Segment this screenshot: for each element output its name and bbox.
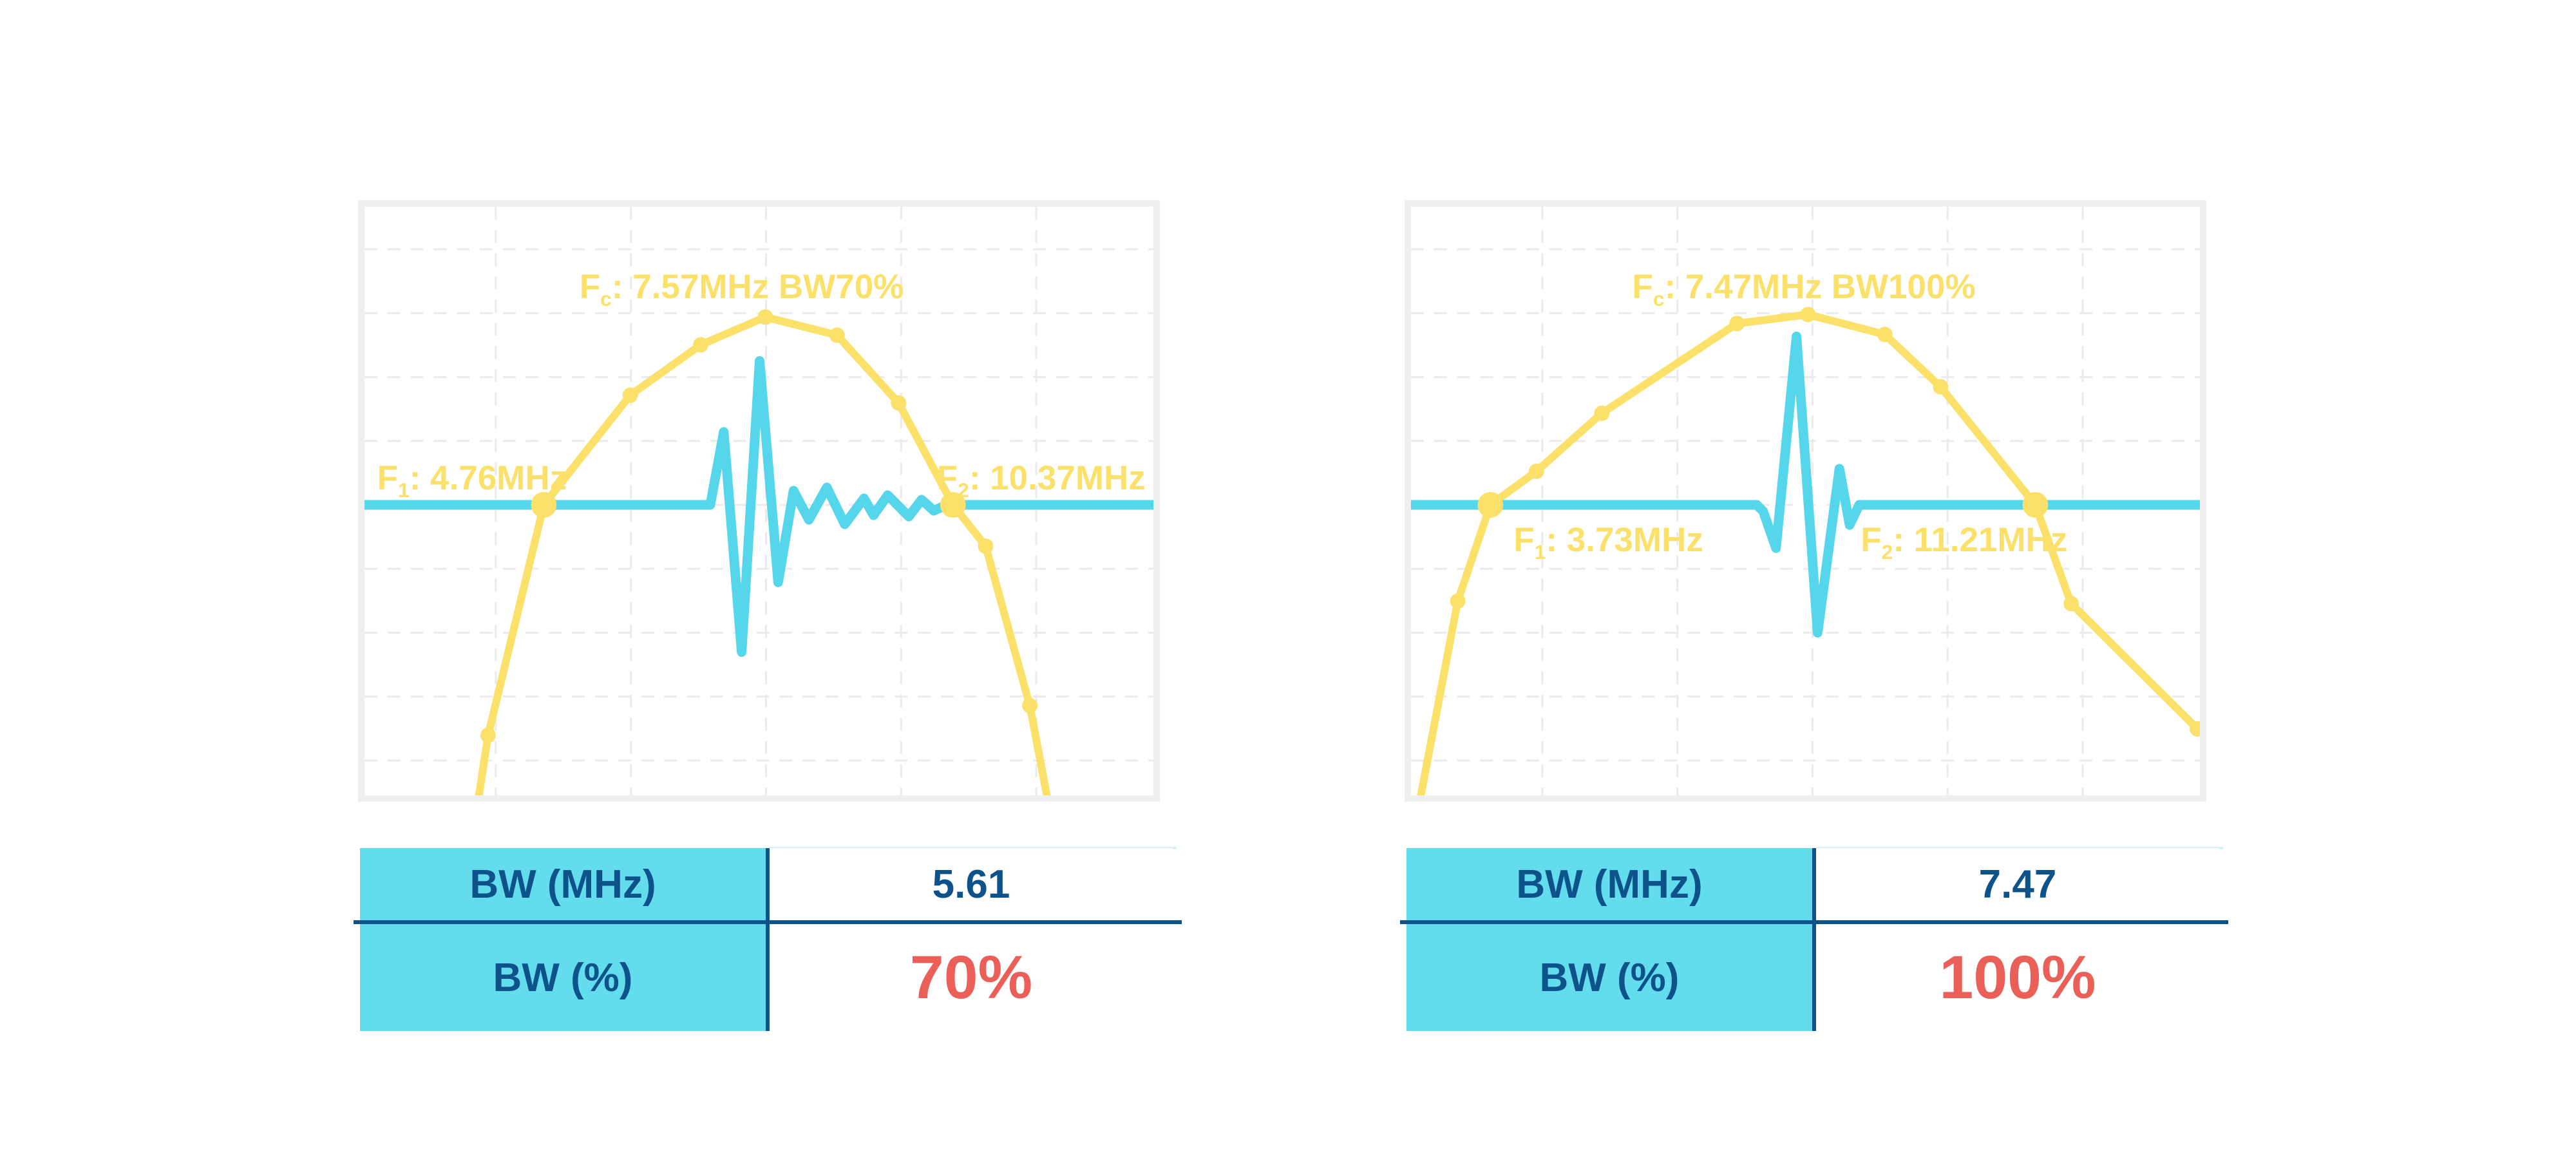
- envelope-point-marker: [829, 327, 845, 343]
- envelope-point-marker: [1800, 307, 1816, 323]
- envelope-point-marker: [1528, 463, 1544, 479]
- spectrum-chart-bw100: Fc: 7.47MHz BW100% F1: 3.73MHz F2: 11.21…: [1405, 200, 2206, 802]
- spectrum-chart-bw70: Fc: 7.57MHz BW70% F1: 4.76MHz F2: 10.37M…: [358, 200, 1160, 802]
- envelope-point-marker: [2022, 491, 2049, 518]
- f2-label-sub: 2: [1881, 540, 1893, 564]
- envelope-point-marker: [1477, 491, 1504, 518]
- fc-label-value: : 7.57MHz BW70%: [611, 267, 904, 306]
- table-vertical-divider: [766, 848, 770, 1031]
- f2-label-value: : 11.21MHz: [1893, 520, 2068, 559]
- envelope-point-marker: [531, 491, 557, 518]
- f1-label-base: F: [377, 459, 398, 498]
- table-row-divider: [1400, 920, 2228, 924]
- bandwidth-table-bw70: BW (MHz) 5.61 BW (%) 70%: [354, 847, 1182, 1031]
- f2-label-value: : 10.37MHz: [969, 459, 1146, 498]
- envelope-point-marker: [1594, 405, 1610, 421]
- table-row: BW (%) 100%: [1406, 924, 2219, 1031]
- envelope-point-marker: [940, 491, 966, 518]
- pulse-waveform-line: [365, 356, 1153, 657]
- bw-pct-header: BW (%): [1406, 924, 1812, 1031]
- envelope-point-marker: [2190, 721, 2200, 737]
- table-row: BW (MHz) 5.61: [360, 848, 1173, 920]
- envelope-point-marker: [1933, 379, 1949, 395]
- spectrum-envelope-line: [1417, 310, 2200, 795]
- f2-label-sub: 2: [958, 478, 969, 502]
- f1-label-base: F: [1513, 520, 1535, 559]
- bw-mhz-header: BW (MHz): [1406, 848, 1812, 920]
- fc-label-base: F: [1632, 267, 1653, 306]
- table-vertical-divider: [1812, 848, 1816, 1031]
- envelope-point-marker: [1022, 697, 1038, 714]
- f2-frequency-label: F2: 11.21MHz: [1861, 522, 2067, 563]
- bandwidth-table-bw100: BW (MHz) 7.47 BW (%) 100%: [1400, 847, 2228, 1031]
- table-row: BW (MHz) 7.47: [1406, 848, 2219, 920]
- envelope-point-marker: [622, 387, 638, 403]
- center-frequency-label: Fc: 7.57MHz BW70%: [580, 269, 904, 310]
- f1-label-value: : 4.76MHz: [409, 459, 567, 498]
- envelope-point-marker: [1877, 326, 1893, 343]
- envelope-point-marker: [757, 309, 773, 325]
- f2-label-base: F: [1861, 520, 1882, 559]
- f1-label-sub: 1: [1534, 540, 1546, 564]
- fc-label-base: F: [579, 267, 601, 306]
- envelope-point-marker: [480, 727, 496, 743]
- envelope-point-marker: [1450, 593, 1466, 609]
- spectrum-envelope-line: [475, 313, 1051, 795]
- envelope-point-marker: [891, 395, 907, 411]
- bw-mhz-header: BW (MHz): [360, 848, 766, 920]
- bw-mhz-value: 7.47: [1816, 848, 2219, 920]
- envelope-point-marker: [978, 538, 994, 554]
- center-frequency-label: Fc: 7.47MHz BW100%: [1633, 269, 1976, 310]
- bw-pct-header: BW (%): [360, 924, 766, 1031]
- f2-frequency-label: F2: 10.37MHz: [937, 460, 1146, 501]
- table-row-divider: [354, 920, 1182, 924]
- pulse-waveform-line: [1411, 331, 2200, 638]
- f1-frequency-label: F1: 4.76MHz: [377, 460, 567, 501]
- bw-pct-value: 70%: [770, 924, 1173, 1031]
- bw-pct-value: 100%: [1816, 924, 2219, 1031]
- f1-label-sub: 1: [397, 478, 410, 502]
- spectrum-plot-bw70: [365, 207, 1153, 795]
- table-row: BW (%) 70%: [360, 924, 1173, 1031]
- envelope-point-marker: [1729, 316, 1745, 332]
- bw-mhz-value: 5.61: [770, 848, 1173, 920]
- spectrum-plot-bw100: [1411, 207, 2200, 795]
- f2-label-base: F: [936, 459, 958, 498]
- fc-label-value: : 7.47MHz BW100%: [1664, 267, 1976, 306]
- envelope-point-marker: [2063, 596, 2079, 612]
- f1-label-value: : 3.73MHz: [1546, 520, 1703, 559]
- f1-frequency-label: F1: 3.73MHz: [1513, 522, 1703, 563]
- fc-label-sub: c: [600, 287, 612, 311]
- fc-label-sub: c: [1653, 287, 1665, 311]
- envelope-point-marker: [693, 337, 708, 353]
